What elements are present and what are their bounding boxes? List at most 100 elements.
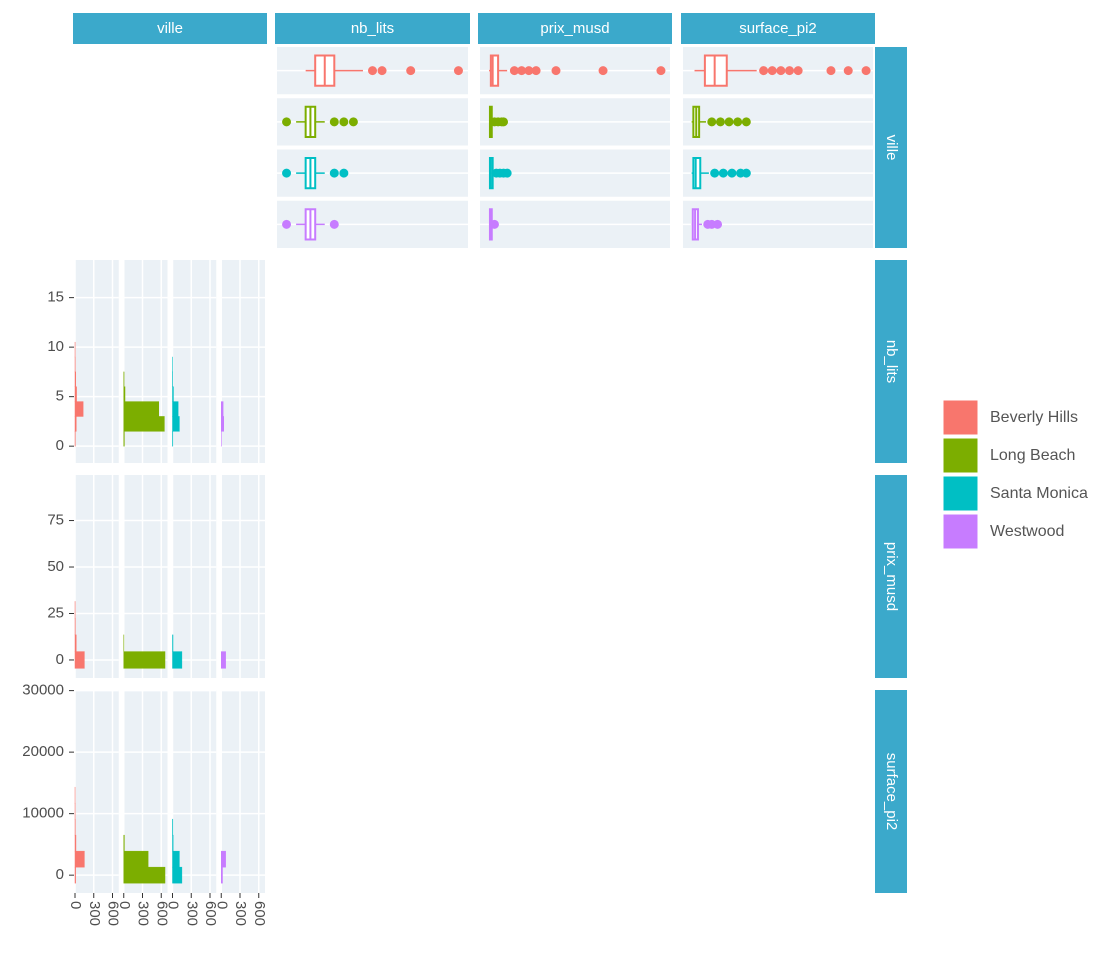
legend-key — [942, 475, 979, 512]
box — [692, 157, 702, 190]
histogram-bar — [74, 651, 85, 669]
histogram-bar — [123, 401, 159, 417]
histogram-bar — [221, 401, 224, 417]
outlier — [368, 66, 377, 76]
histogram-bar — [172, 386, 174, 402]
column-strip — [681, 13, 875, 44]
outlier — [843, 66, 853, 76]
outlier — [406, 66, 416, 76]
panel-background — [123, 475, 168, 678]
y-tick-label: 0 — [56, 866, 64, 883]
y-tick-label: 30000 — [22, 682, 64, 699]
histogram-bar — [74, 834, 77, 852]
histogram-bar — [123, 866, 166, 884]
x-tick-label: 0 — [165, 901, 182, 909]
x-tick-label: 300 — [135, 901, 152, 926]
panel-background — [221, 475, 265, 678]
x-tick-label: 300 — [232, 901, 249, 926]
legend-key — [942, 399, 979, 436]
outlier — [793, 66, 803, 76]
histogram-bar — [74, 371, 76, 388]
outlier — [509, 66, 519, 76]
y-tick-label: 10 — [47, 338, 64, 355]
outlier — [517, 66, 527, 76]
outlier — [524, 66, 534, 76]
x-tick-label: 600 — [153, 901, 170, 926]
outlier — [713, 219, 723, 229]
outlier — [707, 117, 717, 127]
outlier — [531, 66, 541, 76]
column-strip — [275, 13, 470, 44]
y-tick-label: 75 — [47, 512, 64, 529]
histogram-bar — [74, 634, 77, 652]
row-strip — [875, 690, 907, 893]
histogram-bar — [172, 416, 180, 432]
histogram-bar — [123, 386, 126, 402]
y-tick-label: 20000 — [22, 743, 64, 760]
x-tick-label: 0 — [213, 901, 230, 909]
column-strip — [478, 13, 672, 44]
column-strip-label: surface_pi2 — [739, 20, 817, 37]
y-tick-label: 0 — [56, 437, 64, 454]
histogram-bar — [123, 850, 149, 868]
panel-background — [172, 260, 217, 463]
panel-background — [221, 690, 265, 893]
box — [489, 54, 500, 87]
row-strip-label: prix_musd — [883, 542, 900, 611]
panel-background — [75, 260, 119, 463]
row-strip — [875, 260, 907, 463]
outlier — [656, 66, 666, 76]
histogram-bar — [172, 651, 183, 669]
outlier — [348, 117, 358, 127]
x-tick-label: 600 — [251, 901, 268, 926]
legend-label: Westwood — [990, 523, 1064, 540]
row-strip — [875, 475, 907, 678]
outlier — [499, 117, 509, 127]
outlier — [759, 66, 769, 76]
outlier — [598, 66, 608, 76]
box — [703, 54, 728, 87]
histogram-bar — [172, 634, 174, 652]
y-tick-label: 0 — [56, 651, 64, 668]
y-tick-label: 25 — [47, 604, 64, 621]
legend-label: Long Beach — [990, 447, 1075, 464]
row-strip — [875, 47, 907, 248]
outlier — [826, 66, 836, 76]
outlier — [741, 117, 751, 127]
y-tick-label: 15 — [47, 289, 64, 306]
panel-background — [221, 260, 265, 463]
y-tick-label: 10000 — [22, 805, 64, 822]
outlier — [785, 66, 795, 76]
histogram-bar — [123, 834, 125, 852]
histogram-bar — [172, 401, 179, 417]
outlier — [710, 168, 720, 178]
outlier — [453, 66, 463, 76]
histogram-bar — [221, 866, 223, 884]
outlier — [727, 168, 737, 178]
outlier — [339, 117, 349, 127]
outlier — [282, 117, 292, 127]
histogram-bar — [221, 416, 224, 432]
x-tick-label: 0 — [67, 901, 84, 909]
legend-label: Beverly Hills — [990, 409, 1078, 426]
legend-key — [942, 437, 979, 474]
outlier — [724, 117, 734, 127]
panel-background — [75, 475, 119, 678]
outlier — [741, 168, 751, 178]
x-tick-label: 300 — [183, 901, 200, 926]
outlier — [502, 168, 512, 178]
legend-label: Santa Monica — [990, 485, 1088, 502]
outlier — [329, 168, 339, 178]
histogram-bar — [172, 834, 174, 852]
outlier — [282, 219, 292, 229]
histogram-bar — [74, 416, 77, 432]
legend-key — [942, 513, 979, 550]
histogram-bar — [123, 651, 166, 669]
histogram-bar — [172, 866, 183, 884]
outlier — [733, 117, 743, 127]
outlier — [329, 219, 339, 229]
column-strip-label: ville — [157, 20, 183, 37]
outlier — [551, 66, 561, 76]
histogram-bar — [74, 850, 85, 868]
row-strip-label: nb_lits — [883, 340, 900, 383]
